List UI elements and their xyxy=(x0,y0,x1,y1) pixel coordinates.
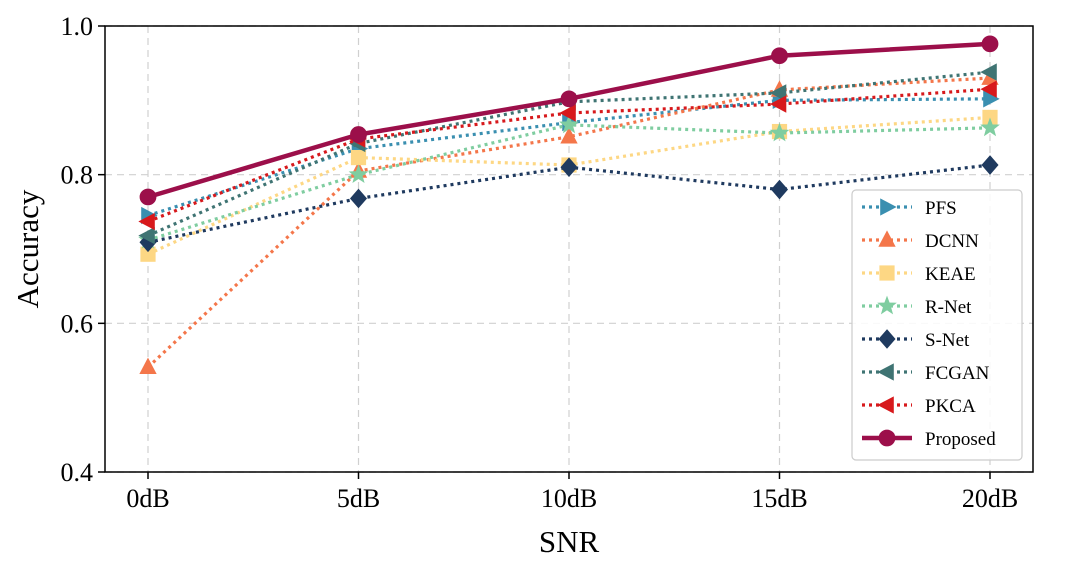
data-point-pkca xyxy=(980,80,997,98)
legend-entry-fcgan: FCGAN xyxy=(862,363,990,384)
legend-label-proposed: Proposed xyxy=(925,429,996,450)
legend-label-r-net: R-Net xyxy=(925,297,972,318)
legend-marker-proposed xyxy=(878,429,896,447)
legend-label-pkca: PKCA xyxy=(925,396,976,417)
x-tick-label: 10dB xyxy=(541,484,597,513)
y-tick-label: 0.6 xyxy=(61,309,94,338)
legend-marker-dcnn xyxy=(878,230,896,247)
axis-ticks: 0dB 5dB 10dB 15dB 20dB 0.4 0.6 0.8 1.0 xyxy=(61,12,1019,513)
x-tick-label: 15dB xyxy=(751,484,807,513)
data-point-fcgan xyxy=(769,84,787,102)
y-tick-label: 0.4 xyxy=(61,458,94,487)
data-point-s-net xyxy=(981,155,999,175)
series-line-dcnn xyxy=(146,76,991,369)
legend-label-s-net: S-Net xyxy=(925,330,970,351)
data-point-r-net xyxy=(559,114,579,134)
data-point-dcnn xyxy=(139,357,157,374)
series-proposed xyxy=(139,35,999,206)
data-point-proposed xyxy=(139,188,157,206)
legend-entry-proposed: Proposed xyxy=(862,429,996,450)
legend-label-dcnn: DCNN xyxy=(925,231,979,252)
y-tick-label: 0.8 xyxy=(61,161,94,190)
data-point-s-net xyxy=(770,179,789,200)
legend-marker-s-net xyxy=(878,329,896,349)
data-point-proposed xyxy=(981,35,999,53)
y-axis-title: Accuracy xyxy=(10,189,45,308)
legend-entry-s-net: S-Net xyxy=(862,329,970,351)
x-tick-label: 5dB xyxy=(337,484,380,513)
legend: PFS DCNN KEAE R-Net S-Net FCGAN PKCA Proposed xyxy=(851,189,1023,461)
data-point-pkca xyxy=(559,104,576,122)
legend-marker-pkca xyxy=(877,396,894,414)
data-point-dcnn xyxy=(560,127,578,144)
data-point-pkca xyxy=(769,95,787,113)
legend-entry-dcnn: DCNN xyxy=(862,230,979,252)
legend-label-fcgan: FCGAN xyxy=(925,363,990,384)
data-point-r-net xyxy=(769,122,790,142)
legend-marker-pfs xyxy=(880,198,897,216)
data-point-s-net xyxy=(560,157,578,178)
legend-box xyxy=(851,189,1023,461)
data-point-s-net xyxy=(349,188,368,209)
data-point-keae xyxy=(350,149,367,166)
legend-entry-pfs: PFS xyxy=(862,198,957,219)
series-line-pfs xyxy=(147,97,991,218)
legend-entry-pkca: PKCA xyxy=(862,396,976,417)
y-tick-label: 1.0 xyxy=(61,12,94,41)
legend-label-pfs: PFS xyxy=(925,198,957,219)
series-layer xyxy=(138,35,1000,374)
legend-entry-keae: KEAE xyxy=(862,264,976,285)
x-tick-label: 0dB xyxy=(126,484,169,513)
legend-label-keae: KEAE xyxy=(925,264,976,285)
legend-marker-r-net xyxy=(877,295,897,315)
data-point-pkca xyxy=(138,212,155,231)
legend-marker-fcgan xyxy=(877,363,894,381)
data-point-fcgan xyxy=(138,226,155,245)
data-point-r-net xyxy=(980,117,1000,137)
series-s-net xyxy=(139,155,999,253)
x-tick-label: 20dB xyxy=(962,484,1018,513)
data-point-proposed xyxy=(350,126,367,143)
data-point-r-net xyxy=(348,164,369,184)
legend-marker-keae xyxy=(879,265,895,281)
data-point-fcgan xyxy=(980,63,997,81)
x-axis-title: SNR xyxy=(539,524,600,559)
data-point-proposed xyxy=(771,47,788,65)
data-point-proposed xyxy=(560,90,578,108)
legend-entry-r-net: R-Net xyxy=(862,295,972,318)
